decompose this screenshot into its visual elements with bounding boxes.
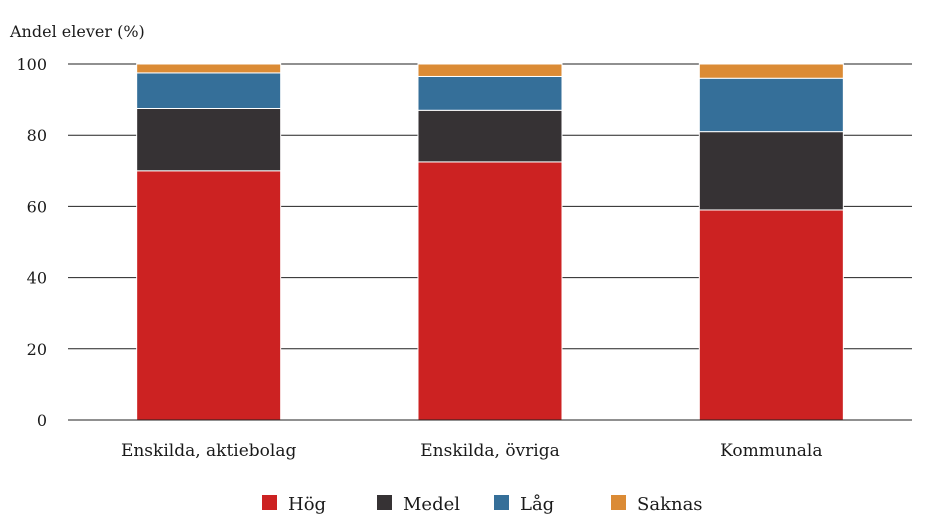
bar-segment-1-1 <box>136 170 282 421</box>
bar-segment-2-1 <box>136 108 282 172</box>
x-tick-label: Enskilda, aktiebolag <box>121 441 297 461</box>
legend-label: Låg <box>520 493 554 515</box>
x-tick-label: Kommunala <box>720 441 822 461</box>
legend-swatch <box>494 495 509 510</box>
x-tick-labels: Enskilda, aktiebolag Enskilda, övriga Komm… <box>121 441 823 461</box>
bar-segment-1-3 <box>698 209 844 421</box>
legend-swatch <box>611 495 626 510</box>
bar-segment-3-2 <box>417 75 563 111</box>
y-tick-label: 0 <box>37 411 47 430</box>
bars <box>136 63 844 421</box>
bar-segment-2-3 <box>698 131 844 211</box>
y-tick-labels: 0 20 40 60 80 100 <box>16 55 47 430</box>
legend-label: Hög <box>288 494 326 515</box>
bar-segment-3-1 <box>136 72 282 109</box>
bar-segment-4-1 <box>136 63 282 74</box>
legend-label: Medel <box>403 494 460 515</box>
bar-segment-1-2 <box>417 161 563 421</box>
y-tick-label: 80 <box>27 126 47 145</box>
y-tick-label: 100 <box>16 55 47 74</box>
bar-segment-4-2 <box>417 63 563 77</box>
y-axis-label: Andel elever (%) <box>9 22 145 41</box>
bar-segment-2-2 <box>417 109 563 163</box>
x-tick-label: Enskilda, övriga <box>420 441 560 461</box>
legend-label: Saknas <box>637 494 703 515</box>
y-tick-label: 60 <box>27 197 47 216</box>
bar-segment-3-3 <box>698 77 844 133</box>
legend-swatch <box>262 495 277 510</box>
y-tick-label: 40 <box>27 269 47 288</box>
legend: Hög Medel Låg Saknas <box>262 493 703 515</box>
bar-segment-4-3 <box>698 63 844 79</box>
legend-swatch <box>377 495 392 510</box>
y-tick-label: 20 <box>27 340 47 359</box>
